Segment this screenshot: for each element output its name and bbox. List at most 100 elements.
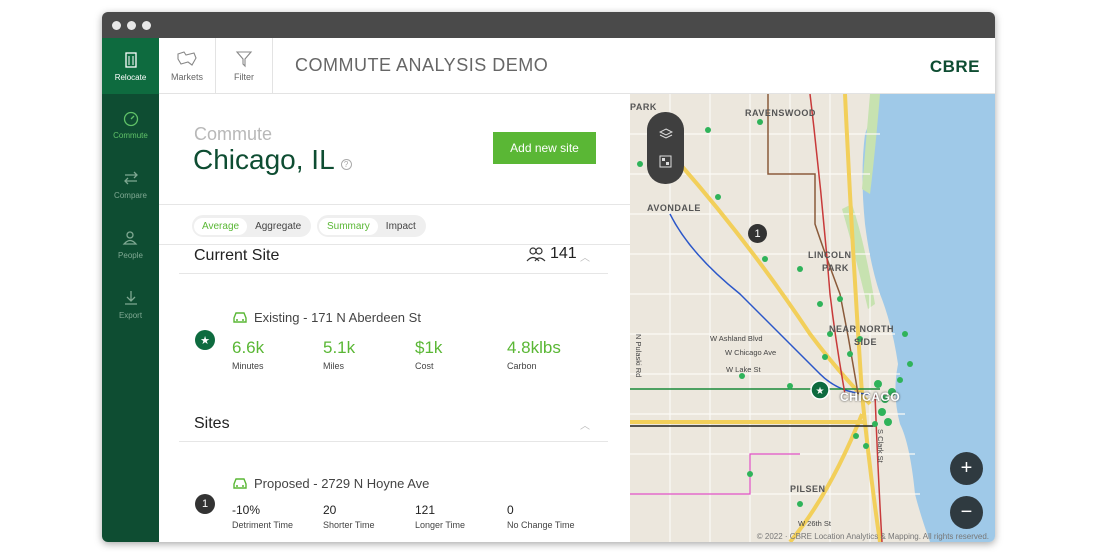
map-label: LINCOLN: [808, 250, 852, 260]
proposed-site-label: Proposed - 2729 N Hoyne Ave: [254, 476, 430, 491]
map-label: SIDE: [854, 337, 878, 347]
add-new-site-button[interactable]: Add new site: [493, 132, 596, 164]
svg-text:★: ★: [816, 386, 825, 397]
download-icon: [124, 290, 137, 305]
metric-label: Carbon: [507, 361, 537, 371]
layers-icon[interactable]: [658, 128, 673, 140]
street-label: W Lake St: [726, 365, 761, 374]
proposed-site-line[interactable]: Proposed - 2729 N Hoyne Ave: [232, 476, 429, 491]
markets-button[interactable]: Markets: [159, 37, 216, 94]
divider: [159, 244, 630, 245]
metric-miles: 5.1k Miles: [323, 338, 355, 371]
map-label: PARK: [822, 263, 849, 273]
commute-panel: Commute Chicago, IL ? Add new site Avera…: [159, 94, 630, 542]
metric-label: Longer Time: [415, 520, 466, 530]
map-label: PARK: [630, 102, 657, 112]
panel-subtitle: Commute: [194, 124, 273, 144]
rail-label: Export: [118, 310, 143, 320]
sites-title: Sites: [194, 415, 230, 432]
rail-item-relocate[interactable]: Relocate: [102, 38, 159, 94]
metric-label: Miles: [323, 361, 345, 371]
map-site-marker[interactable]: 1: [748, 224, 767, 243]
metric-cost: $1k Cost: [415, 338, 442, 371]
map-label: RAVENSWOOD: [745, 108, 816, 118]
map-copyright: © 2022 · CBRE Location Analytics & Mappi…: [756, 532, 989, 541]
funnel-icon: [235, 50, 253, 67]
rail-label: Commute: [113, 130, 148, 140]
metric-carbon: 4.8klbs Carbon: [507, 338, 561, 371]
site-number-badge: 1: [195, 494, 215, 514]
average-aggregate-toggle: Average Aggregate: [192, 215, 312, 237]
street-label: S Clark St: [876, 429, 885, 463]
side-rail: Relocate Commute Compare People Export: [102, 38, 159, 542]
map-layer-control[interactable]: [647, 112, 684, 184]
people-count-value: 141: [550, 245, 577, 262]
current-site-title: Current Site: [194, 247, 280, 264]
chevron-up-icon[interactable]: ︿: [580, 421, 590, 432]
metric-value: 6.6k: [232, 338, 265, 357]
street-label: W 26th St: [798, 519, 831, 528]
metric-value: 4.8klbs: [507, 338, 561, 357]
chevron-up-icon[interactable]: ︿: [580, 253, 590, 264]
metric-value: 0: [507, 503, 514, 517]
car-icon: [233, 312, 247, 323]
window-titlebar: [102, 12, 995, 38]
metric-value: 20: [323, 503, 337, 517]
metric-label: Shorter Time: [323, 520, 375, 530]
rail-item-export[interactable]: Export: [102, 274, 159, 334]
street-label: W Chicago Ave: [725, 348, 777, 357]
people-icon: [526, 247, 546, 262]
filter-label: Filter: [234, 71, 254, 82]
star-icon: ★: [195, 330, 215, 350]
filter-button[interactable]: Filter: [216, 37, 273, 94]
help-icon[interactable]: ?: [340, 158, 352, 170]
rail-item-commute[interactable]: Commute: [102, 94, 159, 154]
car-icon: [233, 478, 247, 489]
qr-grid-icon[interactable]: [659, 155, 672, 168]
toggle-average[interactable]: Average: [194, 217, 248, 235]
map-label: NEAR NORTH: [829, 324, 894, 334]
divider: [179, 441, 608, 442]
rail-item-people[interactable]: People: [102, 214, 159, 274]
city-name: Chicago, IL: [193, 144, 335, 175]
toggle-summary[interactable]: Summary: [319, 217, 378, 235]
app-header: Markets Filter COMMUTE ANALYSIS DEMO CBR…: [159, 37, 995, 94]
map-label: PILSEN: [790, 484, 826, 494]
metric-label: Cost: [415, 361, 434, 371]
rail-item-compare[interactable]: Compare: [102, 154, 159, 214]
brand-logo: CBRE: [929, 57, 980, 76]
metric-minutes: 6.6k Minutes: [232, 338, 264, 371]
map-label: CHICAGO: [840, 390, 901, 404]
metric-label: No Change Time: [507, 520, 575, 530]
metric-value: 5.1k: [323, 338, 356, 357]
toggle-impact[interactable]: Impact: [385, 220, 416, 232]
current-site-line: Existing - 171 N Aberdeen St: [232, 310, 421, 325]
markets-label: Markets: [170, 71, 203, 82]
current-site-label: Existing - 171 N Aberdeen St: [254, 310, 421, 325]
metric-shorter-time: 20 Shorter Time: [323, 503, 375, 530]
zoom-out-button[interactable]: −: [950, 496, 983, 529]
divider: [179, 273, 608, 274]
swap-arrows-icon: [123, 171, 138, 184]
toggle-aggregate[interactable]: Aggregate: [255, 220, 302, 232]
zoom-in-button[interactable]: +: [950, 452, 983, 485]
street-label: N Pulaski Rd: [634, 334, 643, 378]
metric-longer-time: 121 Longer Time: [415, 503, 465, 530]
metric-value: $1k: [415, 338, 443, 357]
app-window: Relocate Commute Compare People Export M…: [102, 12, 995, 542]
metric-label: Detriment Time: [232, 520, 294, 530]
rail-label: Compare: [114, 190, 147, 200]
divider: [159, 204, 630, 205]
street-label: W Ashland Blvd: [710, 334, 763, 343]
page-title: Chicago, IL ?: [193, 144, 352, 176]
people-count: 141: [526, 245, 577, 263]
window-close-dot[interactable]: [112, 20, 121, 30]
people-icon: [122, 230, 137, 245]
window-minimize-dot[interactable]: [127, 20, 136, 30]
metric-label: Minutes: [232, 361, 264, 371]
building-icon: [124, 51, 137, 68]
window-maximize-dot[interactable]: [142, 20, 151, 30]
gauge-icon: [123, 111, 138, 126]
commute-map[interactable]: ★ PARK RAVENSWOOD AVONDALE LINCOLN PARK …: [630, 94, 995, 542]
map-base-layer: ★: [630, 94, 995, 542]
